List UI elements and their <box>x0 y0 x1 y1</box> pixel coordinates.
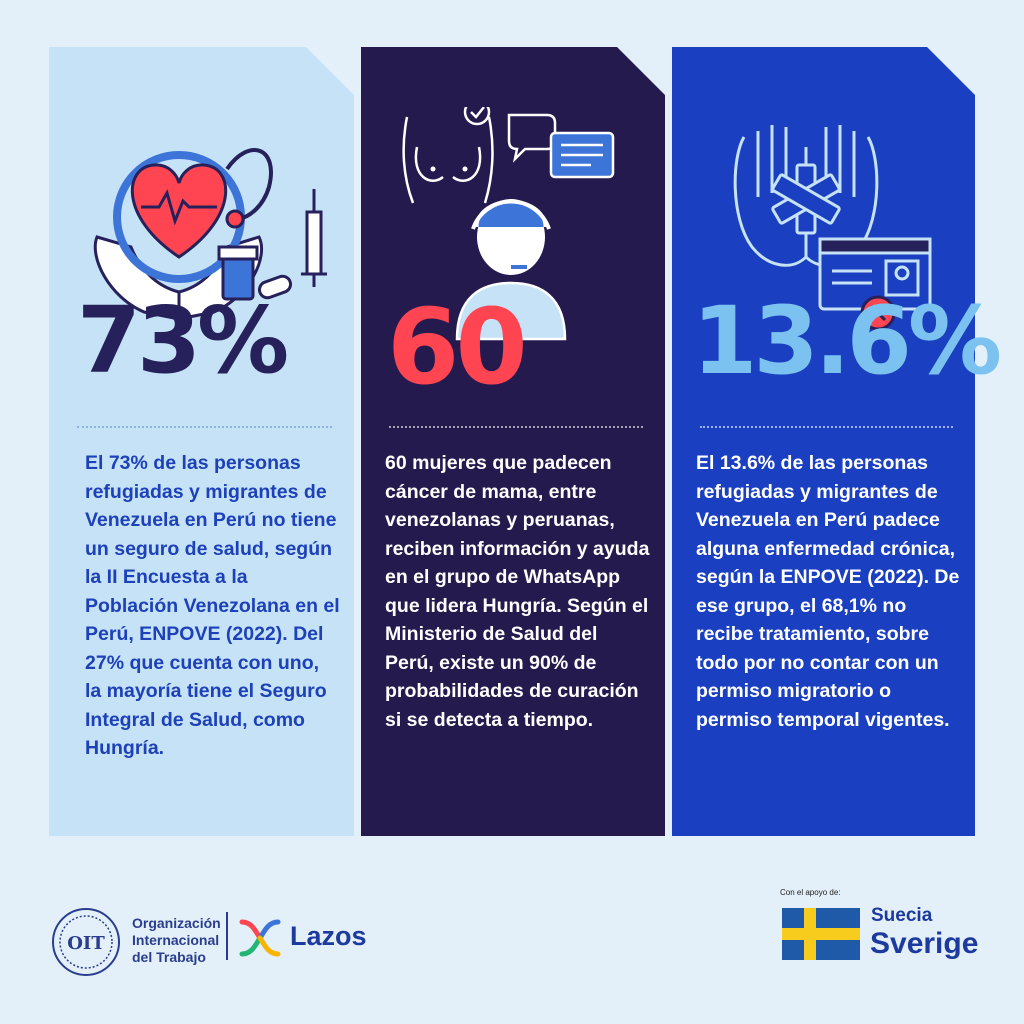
dotted-divider <box>389 426 643 428</box>
logo-divider <box>226 912 228 960</box>
stat-card-chronic-illness: 13.6% El 13.6% de las personas refugiada… <box>672 47 1002 836</box>
dotted-divider <box>700 426 953 428</box>
stat-value: 73% <box>77 287 289 394</box>
stat-value: 60 <box>387 286 528 408</box>
breast-exam-support-agent-icon <box>402 107 615 341</box>
oit-logo: OIT <box>52 908 120 976</box>
medical-hands-id-card-icon <box>733 125 932 331</box>
stat-description: El 13.6% de las personas refugiadas y mi… <box>696 452 960 731</box>
lazos-logo-icon <box>239 919 281 957</box>
heart-stethoscope-hands-icon <box>93 148 327 321</box>
stat-value: 13.6% <box>692 287 1002 396</box>
oit-name-line: Organización <box>132 915 221 931</box>
stat-description: 60 mujeres que padecen cáncer de mama, e… <box>385 452 650 731</box>
dotted-divider <box>77 426 332 428</box>
support-label: Con el apoyo de: <box>780 888 841 897</box>
lazos-wordmark: Lazos <box>290 921 367 951</box>
sweden-name-sv: Sverige <box>870 927 979 960</box>
sweden-name-es: Suecia <box>871 905 933 926</box>
oit-name-line: del Trabajo <box>132 949 206 965</box>
stat-card-insurance: 73% El 73% de las personas refugiadas y … <box>49 47 354 836</box>
card-corner-notch <box>306 47 354 95</box>
stat-description: El 73% de las personas refugiadas y migr… <box>85 452 340 759</box>
stat-card-breast-cancer: 60 60 mujeres que padecen cáncer de mama… <box>361 47 665 836</box>
oit-name: Organización Internacional del Trabajo <box>132 915 221 966</box>
oit-name-line: Internacional <box>132 932 220 948</box>
sweden-flag-icon <box>782 908 860 960</box>
card-corner-notch <box>927 47 975 95</box>
oit-emblem-text: OIT <box>67 933 105 954</box>
card-corner-notch <box>617 47 665 95</box>
